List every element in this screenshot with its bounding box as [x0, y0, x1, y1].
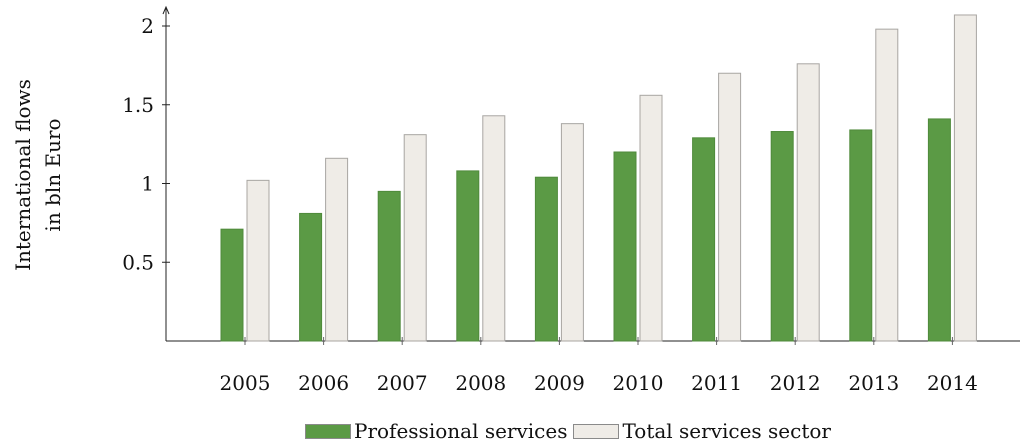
- x-ticks-group: 2005 2006 2007 2008 2009 2010 2011 2012 2013 2014: [220, 337, 978, 395]
- y-tick-label-2: 2: [141, 14, 154, 38]
- x-tick-label-2011: 2011: [691, 371, 742, 395]
- y-axis-arrow: [162, 5, 170, 15]
- bar-professional-2005: [220, 228, 244, 342]
- y-ticks-group: 0.5 1 1.5 2: [122, 14, 170, 274]
- bar-total-2007: [403, 134, 427, 342]
- bar-professional-2006: [299, 212, 323, 342]
- bar-total-2008: [482, 115, 506, 342]
- bar-total-2009: [560, 123, 584, 342]
- legend-swatch-professional: [305, 423, 351, 439]
- y-tick-label-1.5: 1.5: [122, 93, 154, 117]
- bar-total-2011: [718, 72, 742, 342]
- y-axis-title-line-2: in bln Euro: [41, 118, 65, 231]
- bar-professional-2011: [692, 137, 716, 342]
- bar-professional-2014: [927, 118, 951, 342]
- x-tick-label-2006: 2006: [298, 371, 349, 395]
- chart-svg: 0.5 1 1.5 2 2005 2006 2007 2008 2009 2010 2011 201…: [11, 5, 1020, 395]
- bar-professional-2013: [849, 129, 873, 342]
- legend-item-total: Total services sector: [573, 419, 831, 443]
- legend-swatch-total: [573, 423, 620, 439]
- x-tick-label-2007: 2007: [377, 371, 428, 395]
- bar-total-2006: [325, 157, 349, 342]
- legend-label-total: Total services sector: [622, 419, 831, 443]
- bar-professional-2008: [456, 170, 480, 342]
- x-tick-label-2005: 2005: [220, 371, 271, 395]
- y-tick-label-1: 1: [141, 172, 154, 196]
- bar-professional-2010: [613, 151, 637, 342]
- x-tick-label-2010: 2010: [613, 371, 664, 395]
- legend-label-professional: Professional services: [354, 419, 568, 443]
- bar-total-2014: [953, 14, 977, 342]
- x-tick-label-2009: 2009: [534, 371, 585, 395]
- x-tick-label-2014: 2014: [927, 371, 978, 395]
- y-axis-title-line-1: International flows: [11, 79, 35, 271]
- bar-professional-2012: [770, 131, 794, 342]
- bar-total-2013: [875, 28, 899, 342]
- x-tick-label-2013: 2013: [848, 371, 899, 395]
- legend: Professional services Total services sec…: [305, 419, 837, 443]
- bar-professional-2007: [377, 190, 401, 342]
- bars-group: [220, 14, 977, 342]
- bar-total-2012: [796, 63, 820, 342]
- legend-item-professional: Professional services: [305, 419, 567, 443]
- x-tick-label-2008: 2008: [455, 371, 506, 395]
- bar-professional-2009: [534, 176, 558, 342]
- bar-total-2010: [639, 94, 663, 342]
- x-tick-label-2012: 2012: [770, 371, 821, 395]
- y-tick-label-0.5: 0.5: [122, 250, 154, 274]
- bar-total-2005: [246, 179, 270, 342]
